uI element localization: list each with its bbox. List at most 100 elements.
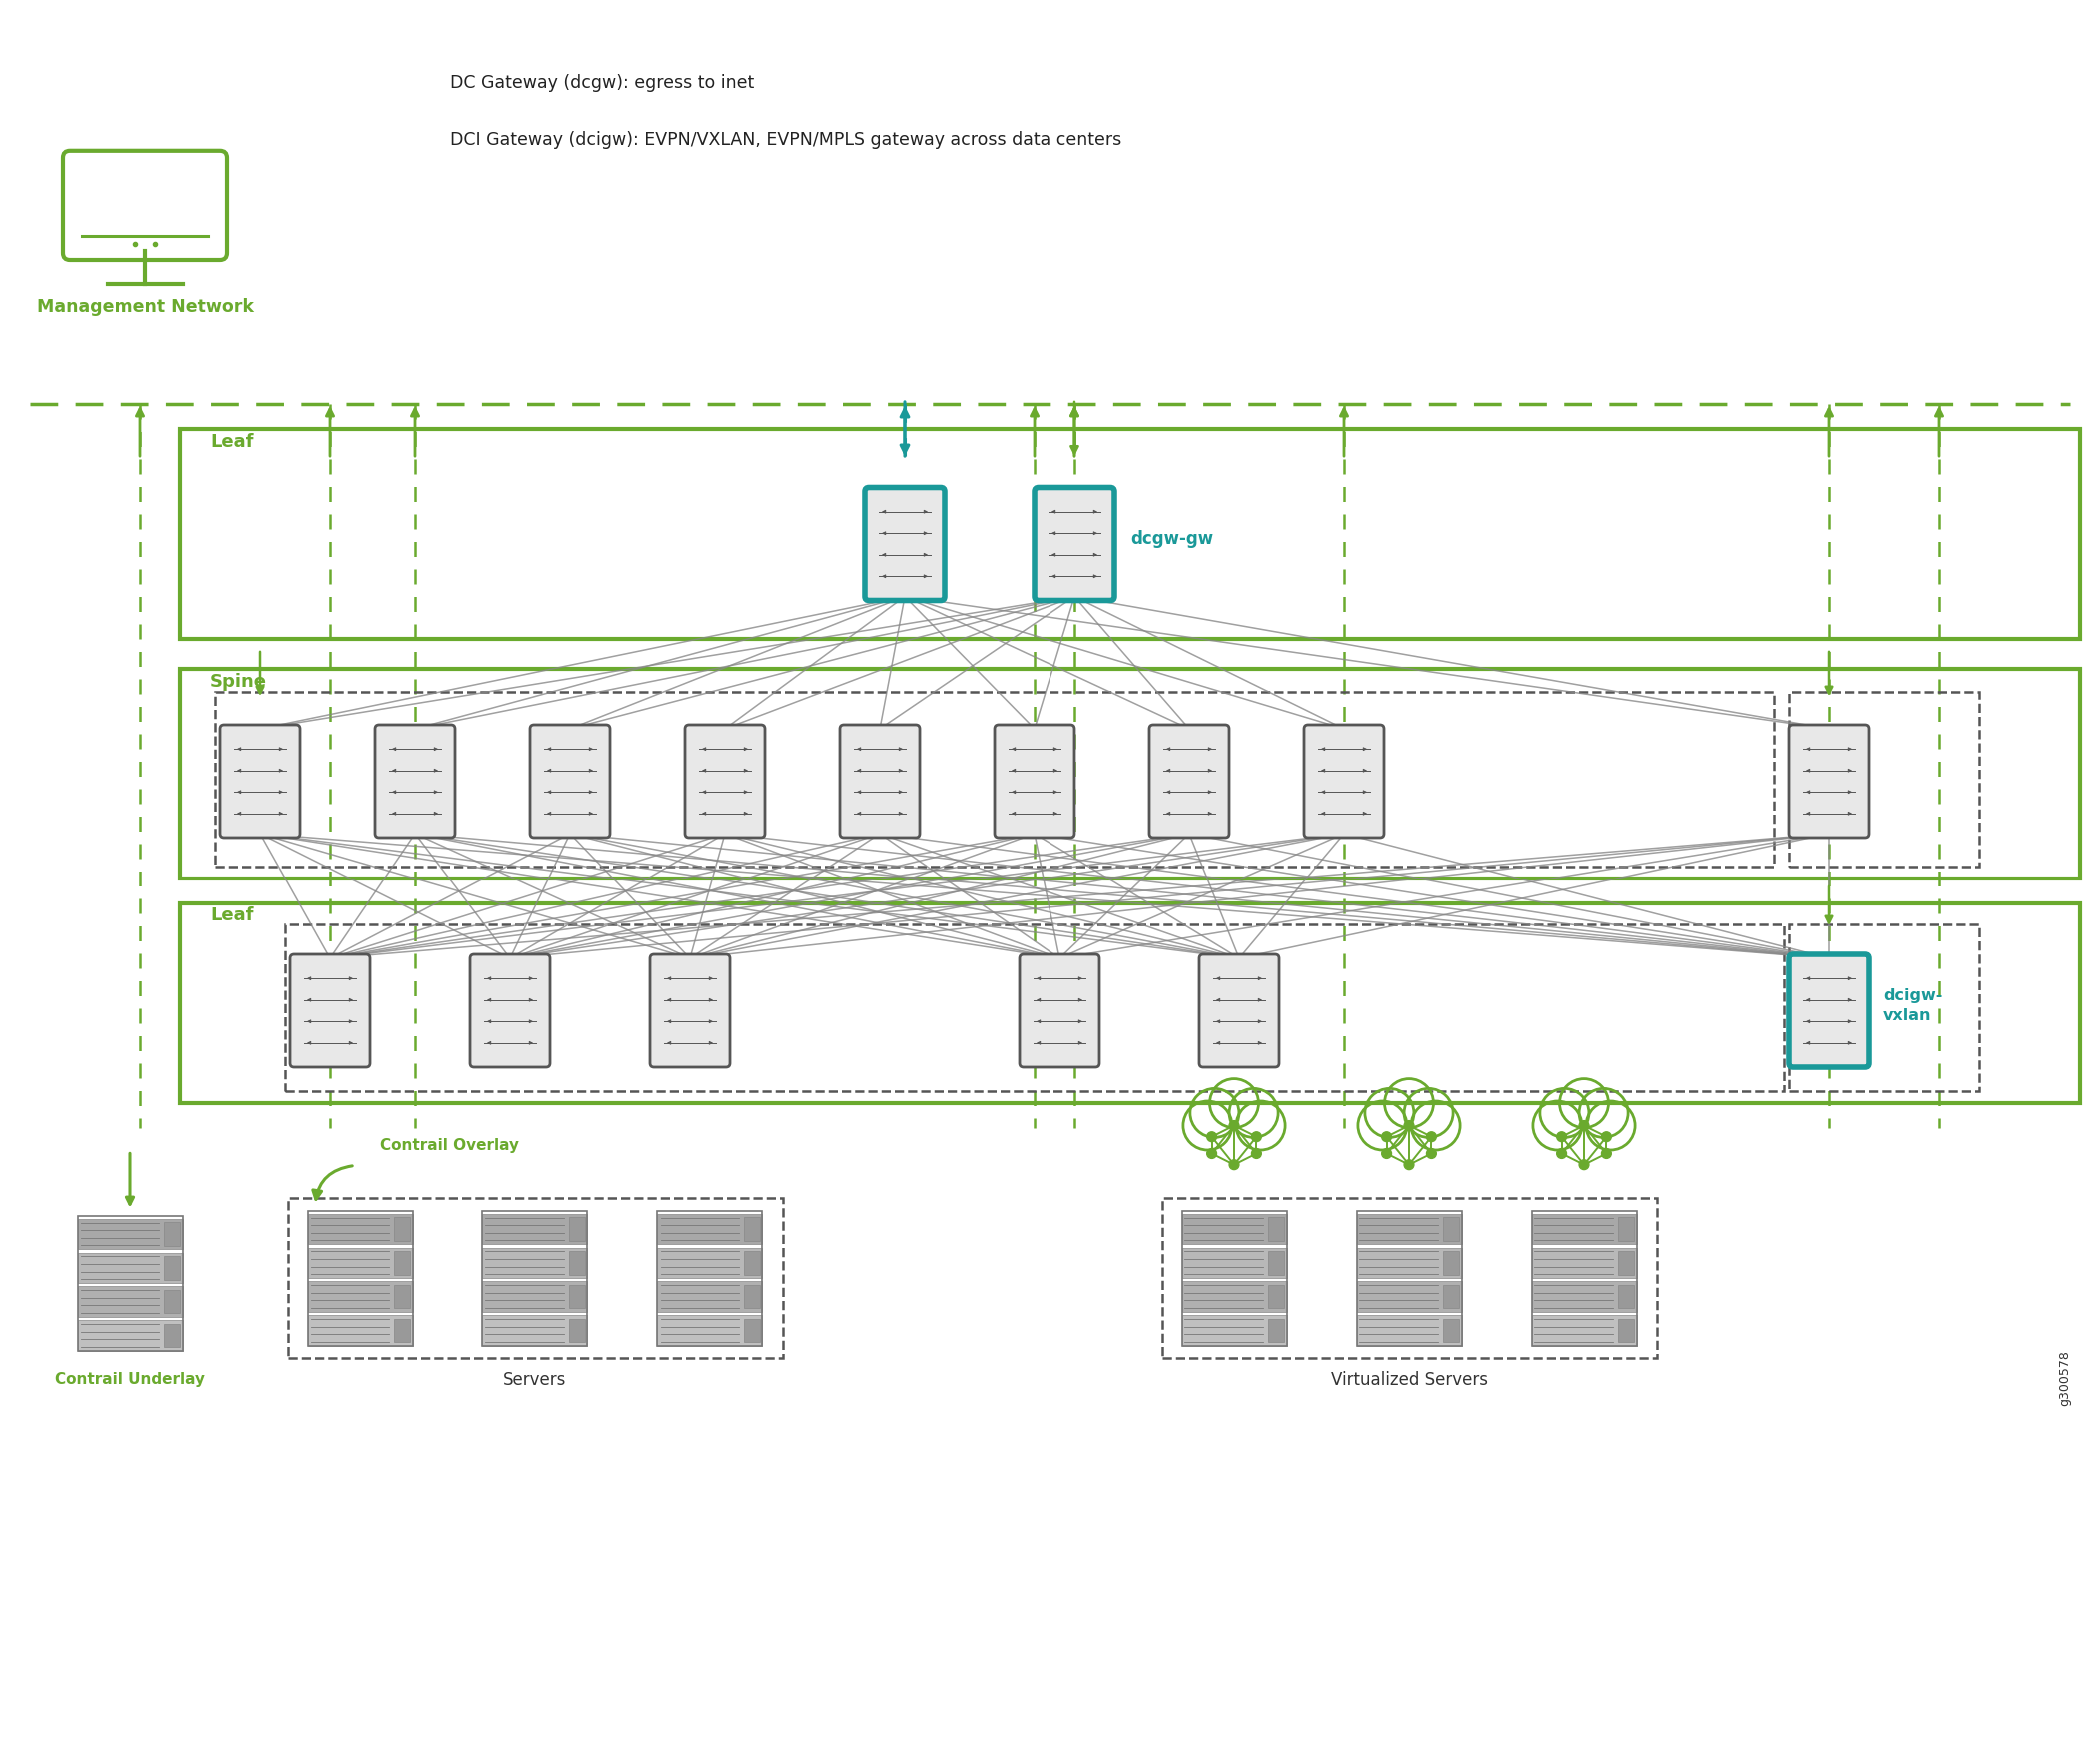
FancyBboxPatch shape (1531, 1315, 1636, 1345)
Circle shape (1556, 1132, 1567, 1143)
FancyBboxPatch shape (1789, 955, 1869, 1067)
FancyBboxPatch shape (685, 724, 764, 837)
Text: DC Gateway (dcgw): egress to inet: DC Gateway (dcgw): egress to inet (449, 74, 754, 91)
FancyBboxPatch shape (1443, 1252, 1460, 1275)
FancyBboxPatch shape (743, 1252, 760, 1275)
FancyBboxPatch shape (78, 1253, 183, 1283)
FancyBboxPatch shape (1443, 1318, 1460, 1343)
FancyArrowPatch shape (313, 1166, 353, 1199)
Circle shape (1426, 1150, 1436, 1159)
FancyBboxPatch shape (1357, 1282, 1462, 1311)
FancyBboxPatch shape (569, 1252, 586, 1275)
Circle shape (1556, 1150, 1567, 1159)
FancyBboxPatch shape (1182, 1315, 1287, 1345)
FancyBboxPatch shape (649, 955, 729, 1067)
FancyBboxPatch shape (865, 487, 945, 599)
FancyBboxPatch shape (1617, 1318, 1634, 1343)
FancyBboxPatch shape (483, 1215, 588, 1245)
FancyBboxPatch shape (181, 904, 2079, 1104)
FancyBboxPatch shape (657, 1282, 762, 1311)
FancyBboxPatch shape (181, 668, 2079, 879)
FancyBboxPatch shape (995, 724, 1075, 837)
FancyBboxPatch shape (164, 1290, 181, 1313)
FancyBboxPatch shape (1443, 1218, 1460, 1241)
FancyBboxPatch shape (1531, 1215, 1636, 1245)
Circle shape (1382, 1132, 1392, 1143)
FancyBboxPatch shape (1531, 1248, 1636, 1278)
FancyBboxPatch shape (483, 1282, 588, 1311)
Polygon shape (1373, 1118, 1445, 1129)
FancyBboxPatch shape (470, 955, 550, 1067)
FancyBboxPatch shape (393, 1252, 410, 1275)
FancyBboxPatch shape (1268, 1285, 1285, 1308)
Circle shape (1207, 1150, 1216, 1159)
FancyBboxPatch shape (1268, 1318, 1285, 1343)
FancyBboxPatch shape (1182, 1215, 1287, 1245)
FancyBboxPatch shape (657, 1215, 762, 1245)
Circle shape (1207, 1132, 1216, 1143)
Polygon shape (1199, 1118, 1268, 1129)
Text: Management Network: Management Network (36, 297, 254, 316)
FancyBboxPatch shape (1617, 1285, 1634, 1308)
FancyBboxPatch shape (569, 1285, 586, 1308)
FancyBboxPatch shape (63, 151, 227, 260)
Text: Contrail Underlay: Contrail Underlay (55, 1373, 206, 1387)
Circle shape (1228, 1160, 1239, 1169)
FancyBboxPatch shape (164, 1222, 181, 1246)
Circle shape (1602, 1132, 1611, 1143)
FancyBboxPatch shape (220, 724, 300, 837)
Text: dcigw-
vxlan: dcigw- vxlan (1884, 988, 1942, 1023)
Text: Virtualized Servers: Virtualized Servers (1331, 1371, 1487, 1389)
FancyBboxPatch shape (657, 1315, 762, 1345)
FancyBboxPatch shape (743, 1285, 760, 1308)
FancyBboxPatch shape (78, 1320, 183, 1350)
FancyBboxPatch shape (1018, 955, 1100, 1067)
Text: Servers: Servers (504, 1371, 567, 1389)
FancyBboxPatch shape (483, 1315, 588, 1345)
FancyBboxPatch shape (529, 724, 609, 837)
FancyBboxPatch shape (1268, 1252, 1285, 1275)
FancyBboxPatch shape (78, 1287, 183, 1317)
FancyBboxPatch shape (1304, 724, 1384, 837)
Circle shape (1579, 1160, 1590, 1169)
Text: g300578: g300578 (2058, 1350, 2071, 1406)
FancyBboxPatch shape (78, 1220, 183, 1250)
FancyBboxPatch shape (307, 1315, 412, 1345)
Text: Spine: Spine (210, 673, 267, 691)
FancyBboxPatch shape (164, 1257, 181, 1280)
FancyBboxPatch shape (1149, 724, 1228, 837)
FancyBboxPatch shape (743, 1318, 760, 1343)
FancyBboxPatch shape (181, 429, 2079, 638)
FancyBboxPatch shape (307, 1282, 412, 1311)
FancyBboxPatch shape (290, 955, 370, 1067)
FancyBboxPatch shape (657, 1248, 762, 1278)
FancyBboxPatch shape (164, 1324, 181, 1347)
FancyBboxPatch shape (1789, 724, 1869, 837)
FancyBboxPatch shape (1182, 1248, 1287, 1278)
FancyBboxPatch shape (1357, 1248, 1462, 1278)
Circle shape (1252, 1150, 1262, 1159)
FancyBboxPatch shape (1617, 1252, 1634, 1275)
Circle shape (1405, 1160, 1413, 1169)
FancyBboxPatch shape (374, 724, 456, 837)
Circle shape (1426, 1132, 1436, 1143)
Text: DCI Gateway (dcigw): EVPN/VXLAN, EVPN/MPLS gateway across data centers: DCI Gateway (dcigw): EVPN/VXLAN, EVPN/MP… (449, 130, 1121, 149)
FancyBboxPatch shape (1035, 487, 1115, 599)
Polygon shape (1550, 1118, 1619, 1129)
FancyBboxPatch shape (743, 1218, 760, 1241)
Text: dcgw-gw: dcgw-gw (1130, 529, 1214, 548)
FancyBboxPatch shape (393, 1318, 410, 1343)
FancyBboxPatch shape (1443, 1285, 1460, 1308)
FancyBboxPatch shape (307, 1215, 412, 1245)
FancyBboxPatch shape (307, 1248, 412, 1278)
FancyBboxPatch shape (1182, 1282, 1287, 1311)
Text: Contrail Overlay: Contrail Overlay (380, 1139, 519, 1153)
FancyBboxPatch shape (1617, 1218, 1634, 1241)
FancyBboxPatch shape (1357, 1315, 1462, 1345)
Circle shape (1602, 1150, 1611, 1159)
FancyBboxPatch shape (483, 1248, 588, 1278)
FancyBboxPatch shape (1531, 1282, 1636, 1311)
FancyBboxPatch shape (569, 1318, 586, 1343)
Circle shape (1382, 1150, 1392, 1159)
FancyBboxPatch shape (1268, 1218, 1285, 1241)
